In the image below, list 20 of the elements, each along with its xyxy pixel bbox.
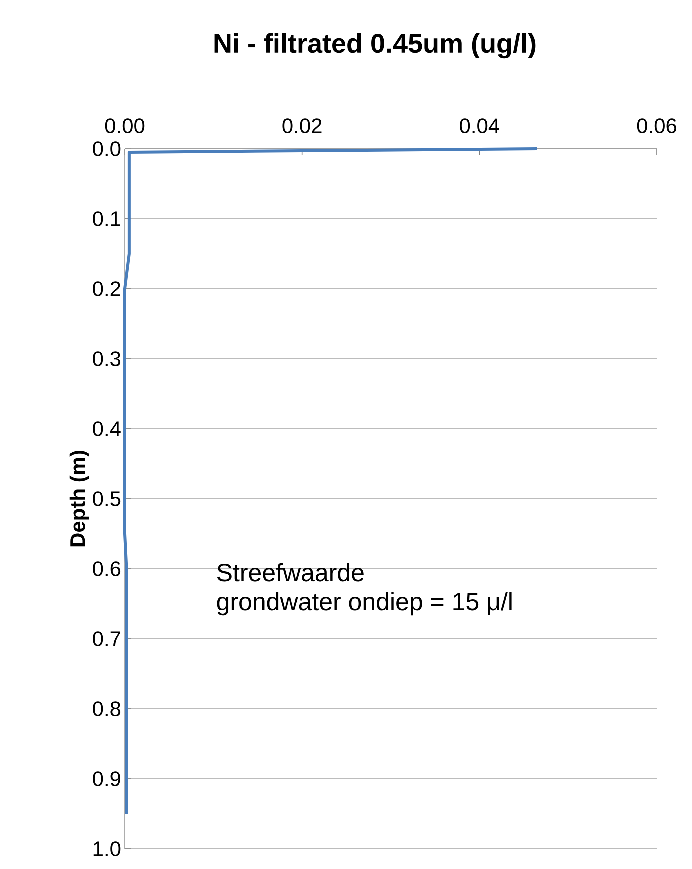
- y-tick-label: 0.9: [93, 772, 120, 786]
- x-tick-label: 0.06: [637, 118, 677, 134]
- y-tick-label: 1.0: [94, 842, 121, 856]
- annotation: Streefwaarde: [217, 563, 364, 582]
- x-tick-label: 0.02: [282, 118, 322, 134]
- chart-title: Ni - filtrated 0.45um (ug/l): [214, 33, 536, 59]
- y-tick-label: 0.1: [93, 212, 120, 226]
- y-tick-label: 0.2: [93, 282, 120, 296]
- y-tick-label: 0.7: [93, 632, 120, 646]
- y-tick-label: 0.0: [93, 142, 121, 156]
- y-tick-label: 0.8: [93, 702, 121, 716]
- line-series: [124, 148, 539, 816]
- y-axis-title: Depth (m): [70, 451, 90, 547]
- x-tick-label: 0.00: [105, 118, 145, 134]
- y-tick-label: 0.5: [93, 492, 121, 506]
- x-tick-label: 0.04: [460, 118, 500, 134]
- y-tick-label: 0.6: [93, 562, 121, 576]
- annotation: grondwater ondiep = 15 μ/l: [217, 592, 512, 616]
- y-tick-label: 0.4: [93, 422, 121, 436]
- y-tick-label: 0.3: [93, 352, 121, 366]
